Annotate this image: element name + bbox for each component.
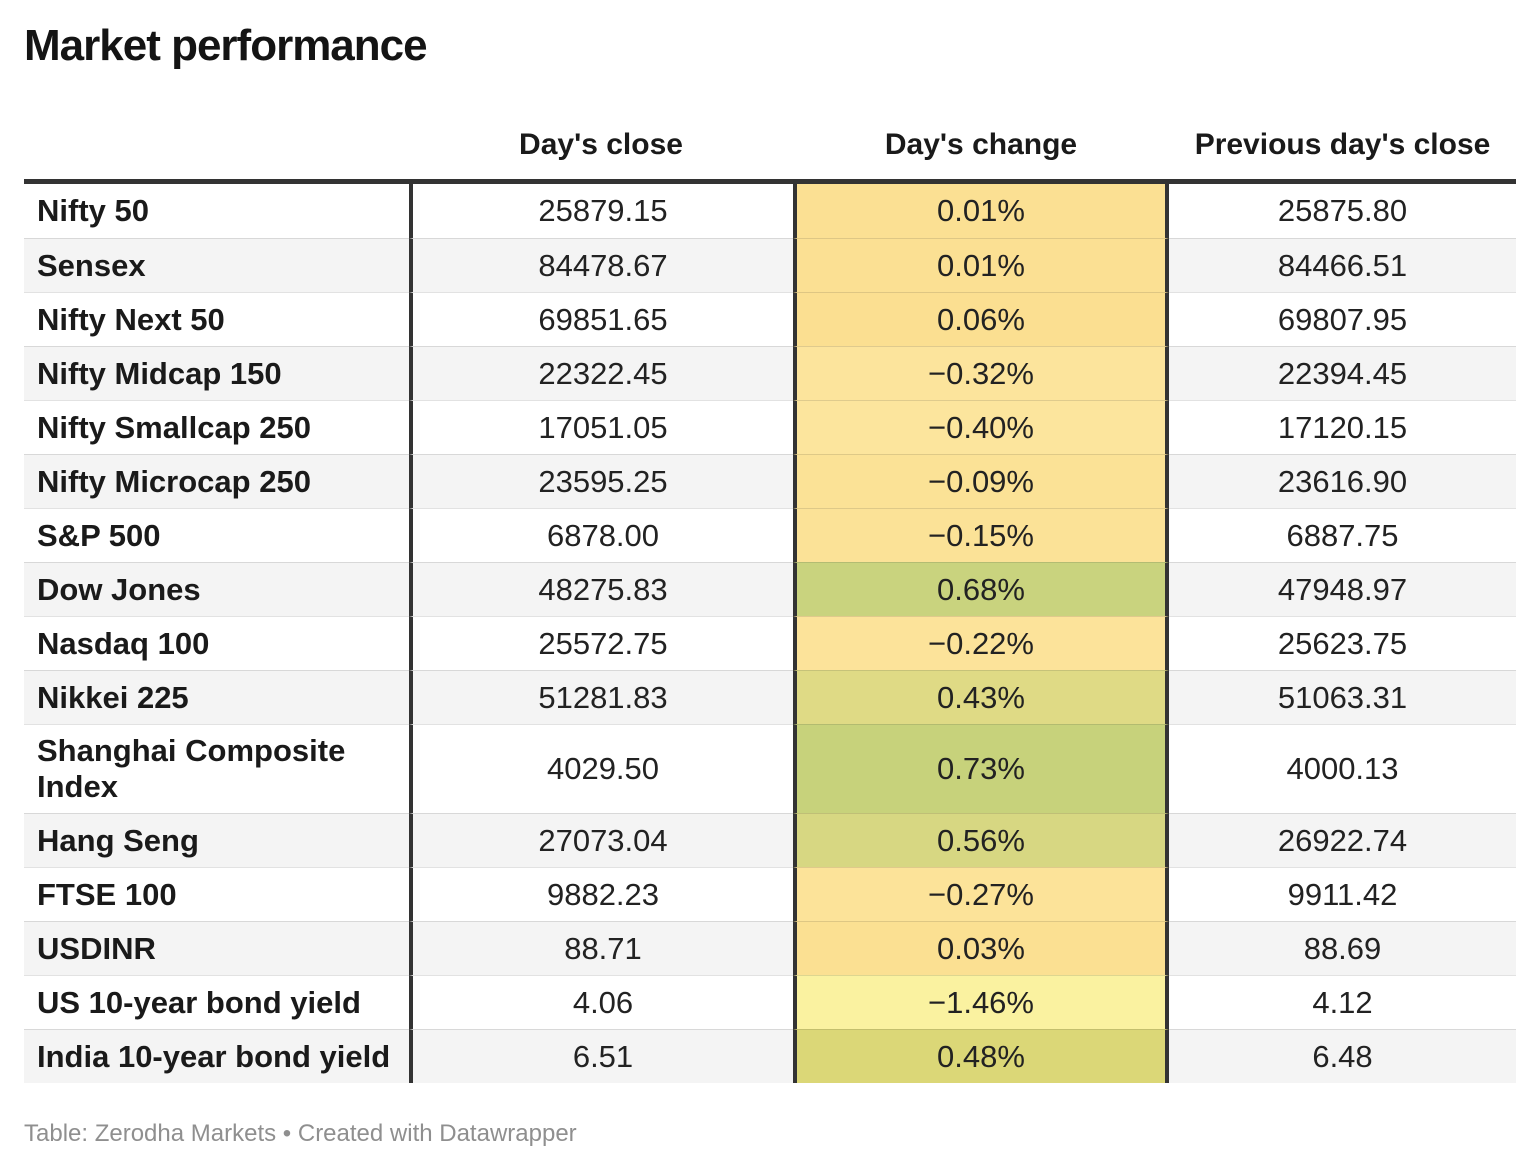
- table-header-row: Day's close Day's change Previous day's …: [24, 72, 1516, 179]
- cell-days-close: 48275.83: [409, 562, 793, 616]
- table-row: USDINR 88.71 0.03% 88.69: [24, 921, 1516, 975]
- column-header-days-close: Day's close: [519, 128, 683, 161]
- cell-days-close: 51281.83: [409, 670, 793, 724]
- table-body: Nifty 50 25879.15 0.01% 25875.80 Sensex …: [24, 179, 1516, 1083]
- cell-previous-days-close: 17120.15: [1169, 400, 1516, 454]
- page-title: Market performance: [24, 21, 428, 70]
- table-row: Nifty Microcap 250 23595.25 −0.09% 23616…: [24, 454, 1516, 508]
- cell-days-change: −0.32%: [793, 346, 1169, 400]
- table-row: Shanghai Composite Index 4029.50 0.73% 4…: [24, 724, 1516, 813]
- column-header-previous-days-close: Previous day's close: [1194, 128, 1491, 161]
- cell-days-close: 88.71: [409, 921, 793, 975]
- row-label: Nasdaq 100: [24, 616, 409, 670]
- row-label: Nifty 50: [37, 193, 149, 228]
- cell-days-close: 4.06: [409, 975, 793, 1029]
- table-row: S&P 500 6878.00 −0.15% 6887.75: [24, 508, 1516, 562]
- table-row: Nifty 50 25879.15 0.01% 25875.80: [24, 184, 1516, 238]
- table-row: Nifty Smallcap 250 17051.05 −0.40% 17120…: [24, 400, 1516, 454]
- cell-previous-days-close: 47948.97: [1169, 562, 1516, 616]
- footer-attribution: Table: Zerodha Markets • Created with Da…: [24, 1120, 577, 1147]
- row-label: India 10-year bond yield: [24, 1029, 409, 1083]
- cell-days-change: −0.22%: [793, 616, 1169, 670]
- row-label: S&P 500: [24, 508, 409, 562]
- cell-previous-days-close: 4000.13: [1169, 724, 1516, 813]
- cell-days-change: −0.27%: [793, 867, 1169, 921]
- cell-previous-days-close: 25875.80: [1277, 193, 1408, 228]
- cell-previous-days-close: 4.12: [1169, 975, 1516, 1029]
- row-label: FTSE 100: [24, 867, 409, 921]
- cell-previous-days-close: 26922.74: [1169, 813, 1516, 867]
- cell-days-change: 0.01%: [793, 238, 1169, 292]
- column-header-days-change: Day's change: [884, 128, 1078, 161]
- cell-days-change: 0.01%: [793, 184, 1169, 238]
- cell-previous-days-close: 22394.45: [1169, 346, 1516, 400]
- cell-days-close: 17051.05: [409, 400, 793, 454]
- row-label: Nifty Midcap 150: [24, 346, 409, 400]
- cell-previous-days-close: 25623.75: [1169, 616, 1516, 670]
- cell-days-close: 4029.50: [409, 724, 793, 813]
- row-label: Nifty Smallcap 250: [24, 400, 409, 454]
- cell-previous-days-close: 6.48: [1169, 1029, 1516, 1083]
- row-label: US 10-year bond yield: [24, 975, 409, 1029]
- cell-days-close: 22322.45: [409, 346, 793, 400]
- cell-previous-days-close: 51063.31: [1169, 670, 1516, 724]
- table-row: FTSE 100 9882.23 −0.27% 9911.42: [24, 867, 1516, 921]
- cell-days-close: 27073.04: [409, 813, 793, 867]
- cell-previous-days-close: 6887.75: [1169, 508, 1516, 562]
- cell-days-change: −0.09%: [793, 454, 1169, 508]
- table-row: US 10-year bond yield 4.06 −1.46% 4.12: [24, 975, 1516, 1029]
- row-label: Sensex: [24, 238, 409, 292]
- cell-days-change: 0.48%: [793, 1029, 1169, 1083]
- table-row: Hang Seng 27073.04 0.56% 26922.74: [24, 813, 1516, 867]
- table-row: Dow Jones 48275.83 0.68% 47948.97: [24, 562, 1516, 616]
- cell-days-change: 0.03%: [793, 921, 1169, 975]
- table-row: Nasdaq 100 25572.75 −0.22% 25623.75: [24, 616, 1516, 670]
- table-row: Nikkei 225 51281.83 0.43% 51063.31: [24, 670, 1516, 724]
- cell-days-change: −0.40%: [793, 400, 1169, 454]
- cell-days-change: 0.56%: [793, 813, 1169, 867]
- row-label: Nikkei 225: [24, 670, 409, 724]
- cell-previous-days-close: 84466.51: [1169, 238, 1516, 292]
- cell-days-close: 6.51: [409, 1029, 793, 1083]
- cell-days-close: 84478.67: [409, 238, 793, 292]
- cell-previous-days-close: 23616.90: [1169, 454, 1516, 508]
- cell-days-change: −0.15%: [793, 508, 1169, 562]
- cell-previous-days-close: 69807.95: [1169, 292, 1516, 346]
- cell-days-change: 0.68%: [793, 562, 1169, 616]
- cell-previous-days-close: 9911.42: [1169, 867, 1516, 921]
- cell-days-close: 6878.00: [409, 508, 793, 562]
- row-label: Nifty Next 50: [24, 292, 409, 346]
- cell-days-close: 9882.23: [409, 867, 793, 921]
- cell-days-close: 25572.75: [409, 616, 793, 670]
- cell-days-change: 0.06%: [793, 292, 1169, 346]
- cell-previous-days-close: 88.69: [1169, 921, 1516, 975]
- row-label: Hang Seng: [24, 813, 409, 867]
- cell-days-change: 0.73%: [793, 724, 1169, 813]
- row-label: Nifty Microcap 250: [24, 454, 409, 508]
- cell-days-close: 69851.65: [409, 292, 793, 346]
- cell-days-change: 0.43%: [793, 670, 1169, 724]
- cell-days-close: 23595.25: [409, 454, 793, 508]
- row-label: USDINR: [24, 921, 409, 975]
- table-row: Sensex 84478.67 0.01% 84466.51: [24, 238, 1516, 292]
- table-row: India 10-year bond yield 6.51 0.48% 6.48: [24, 1029, 1516, 1083]
- row-label: Dow Jones: [24, 562, 409, 616]
- table-row: Nifty Next 50 69851.65 0.06% 69807.95: [24, 292, 1516, 346]
- row-label: Shanghai Composite Index: [24, 724, 409, 813]
- cell-days-close: 25879.15: [409, 184, 793, 238]
- cell-days-change: −1.46%: [793, 975, 1169, 1029]
- table-row: Nifty Midcap 150 22322.45 −0.32% 22394.4…: [24, 346, 1516, 400]
